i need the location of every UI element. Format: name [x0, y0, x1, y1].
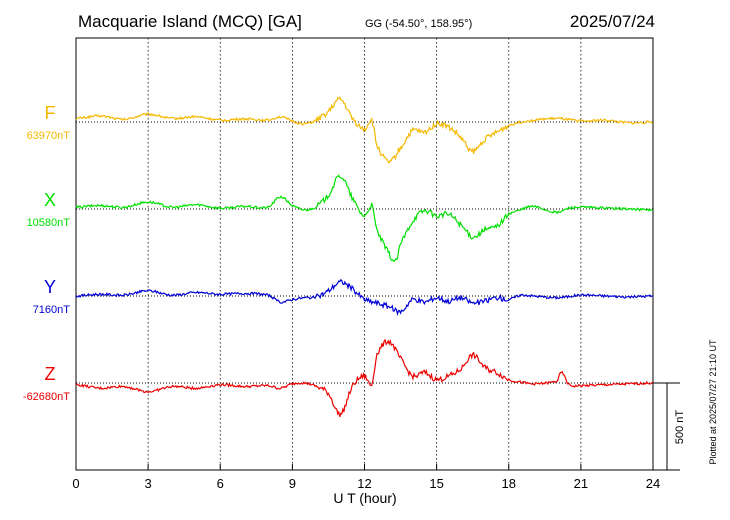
station-title: Macquarie Island (MCQ) [GA] [78, 12, 302, 31]
scale-bar-label: 500 nT [674, 410, 686, 445]
x-axis-ticks: 0 3 6 9 12 15 18 21 24 [72, 464, 660, 491]
baselines [76, 121, 653, 384]
x-tick-label-9: 9 [289, 476, 296, 491]
series-lines [75, 96, 654, 418]
x-axis-label: U T (hour) [333, 490, 396, 506]
series-baseline-y: 7160nT [33, 304, 71, 316]
series-line-f [75, 96, 654, 164]
station-coordinates: GG (-54.50°, 158.95°) [365, 18, 472, 30]
plotted-at-note: Plotted at 2025/07/27 21:10 UT [708, 339, 718, 465]
x-tick-label-24: 24 [646, 476, 660, 491]
series-labels: F 63970nT X 10580nT Y 7160nT Z -62680nT [23, 103, 70, 403]
plot-date: 2025/07/24 [570, 12, 655, 31]
series-baseline-f: 63970nT [27, 130, 71, 142]
series-line-x [75, 174, 654, 262]
x-tick-label-12: 12 [357, 476, 371, 491]
series-baseline-x: 10580nT [27, 217, 71, 229]
x-tick-label-6: 6 [217, 476, 224, 491]
series-line-z [75, 338, 654, 418]
x-tick-label-18: 18 [502, 476, 516, 491]
x-tick-label-15: 15 [429, 476, 443, 491]
grid-lines [147, 38, 582, 470]
series-line-y [75, 278, 654, 317]
series-name-y: Y [44, 277, 56, 297]
scale-bar: 500 nT [653, 382, 686, 471]
x-tick-label-3: 3 [145, 476, 152, 491]
series-name-f: F [45, 103, 56, 123]
x-tick-label-21: 21 [574, 476, 588, 491]
series-name-z: Z [45, 364, 56, 384]
series-name-x: X [44, 190, 56, 210]
x-tick-label-0: 0 [72, 476, 79, 491]
series-baseline-z: -62680nT [23, 391, 70, 403]
